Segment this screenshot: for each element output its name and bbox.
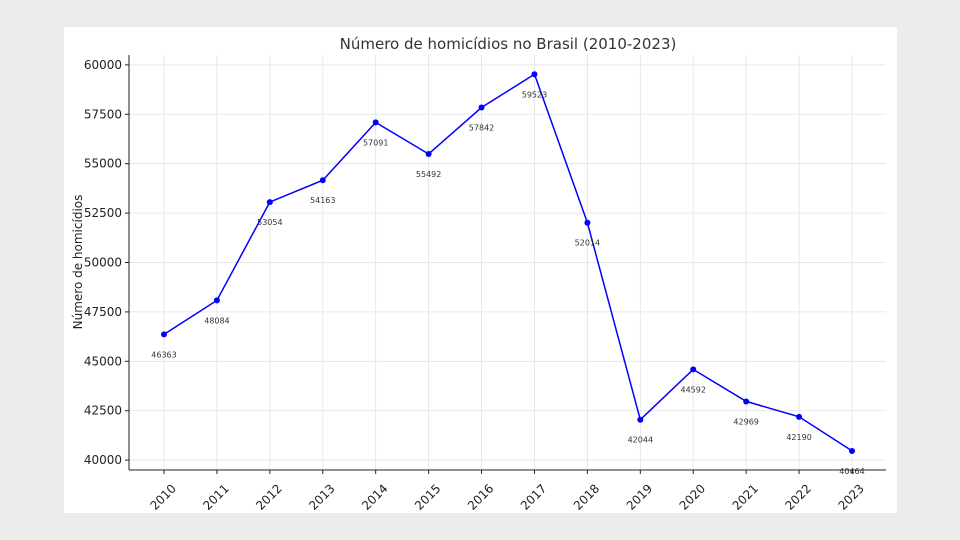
data-point bbox=[478, 104, 485, 111]
chart-title: Número de homicídios no Brasil (2010-202… bbox=[340, 35, 677, 53]
data-label: 42969 bbox=[733, 417, 758, 426]
data-point bbox=[849, 447, 855, 454]
data-point bbox=[161, 331, 167, 338]
data-label: 40464 bbox=[839, 467, 864, 476]
data-point bbox=[319, 177, 326, 184]
x-tick-label: 2011 bbox=[200, 481, 231, 512]
x-tick-label: 2012 bbox=[253, 481, 284, 512]
x-tick-label: 2016 bbox=[465, 481, 496, 512]
data-point bbox=[584, 219, 591, 226]
x-tick-label: 2022 bbox=[782, 481, 813, 512]
data-label: 42190 bbox=[786, 433, 811, 442]
data-point bbox=[372, 119, 379, 126]
x-tick-label: 2020 bbox=[677, 481, 708, 512]
data-label: 57842 bbox=[469, 124, 494, 133]
data-point bbox=[743, 398, 750, 405]
data-label: 54163 bbox=[310, 196, 335, 205]
series-line bbox=[163, 73, 853, 452]
data-point bbox=[531, 71, 538, 78]
data-point bbox=[796, 413, 803, 420]
x-tick-label: 2014 bbox=[359, 481, 390, 512]
data-points bbox=[161, 71, 855, 454]
data-label: 46363 bbox=[151, 350, 176, 359]
x-tick-label: 2019 bbox=[624, 481, 655, 512]
y-tick-label: 60000 bbox=[84, 58, 122, 72]
data-point bbox=[213, 297, 220, 304]
data-label: 57091 bbox=[363, 138, 388, 147]
y-tick-label: 55000 bbox=[84, 157, 122, 171]
y-tick-label: 57500 bbox=[84, 107, 122, 121]
y-axis-label: Número de homicídios bbox=[71, 195, 85, 330]
x-tick-label: 2010 bbox=[147, 481, 178, 512]
x-tick-label: 2015 bbox=[412, 481, 443, 512]
y-tick-label: 52500 bbox=[84, 206, 122, 220]
data-point bbox=[266, 199, 273, 206]
x-tick-label: 2018 bbox=[571, 481, 602, 512]
y-tick-label: 40000 bbox=[84, 453, 122, 467]
x-tick-label: 2017 bbox=[518, 481, 549, 512]
data-point bbox=[690, 366, 697, 373]
data-label: 44592 bbox=[681, 385, 706, 394]
x-tick-label: 2013 bbox=[306, 481, 337, 512]
data-label: 55492 bbox=[416, 170, 441, 179]
data-label: 48084 bbox=[204, 316, 229, 325]
x-tick-label: 2021 bbox=[730, 481, 761, 512]
data-label: 52014 bbox=[575, 239, 600, 248]
y-tick-label: 47500 bbox=[84, 305, 122, 319]
y-tick-label: 50000 bbox=[84, 256, 122, 270]
grid bbox=[129, 55, 886, 470]
data-label: 42044 bbox=[628, 436, 653, 445]
data-label: 53054 bbox=[257, 218, 282, 227]
data-label: 59523 bbox=[522, 90, 547, 99]
y-tick-label: 42500 bbox=[84, 404, 122, 418]
y-tick-label: 45000 bbox=[84, 354, 122, 368]
data-point bbox=[425, 150, 432, 157]
data-point bbox=[637, 416, 644, 423]
x-tick-label: 2023 bbox=[835, 481, 866, 512]
data-labels: 46363 48084 53054 54163 57091 55492 57842 59523… bbox=[151, 90, 864, 476]
